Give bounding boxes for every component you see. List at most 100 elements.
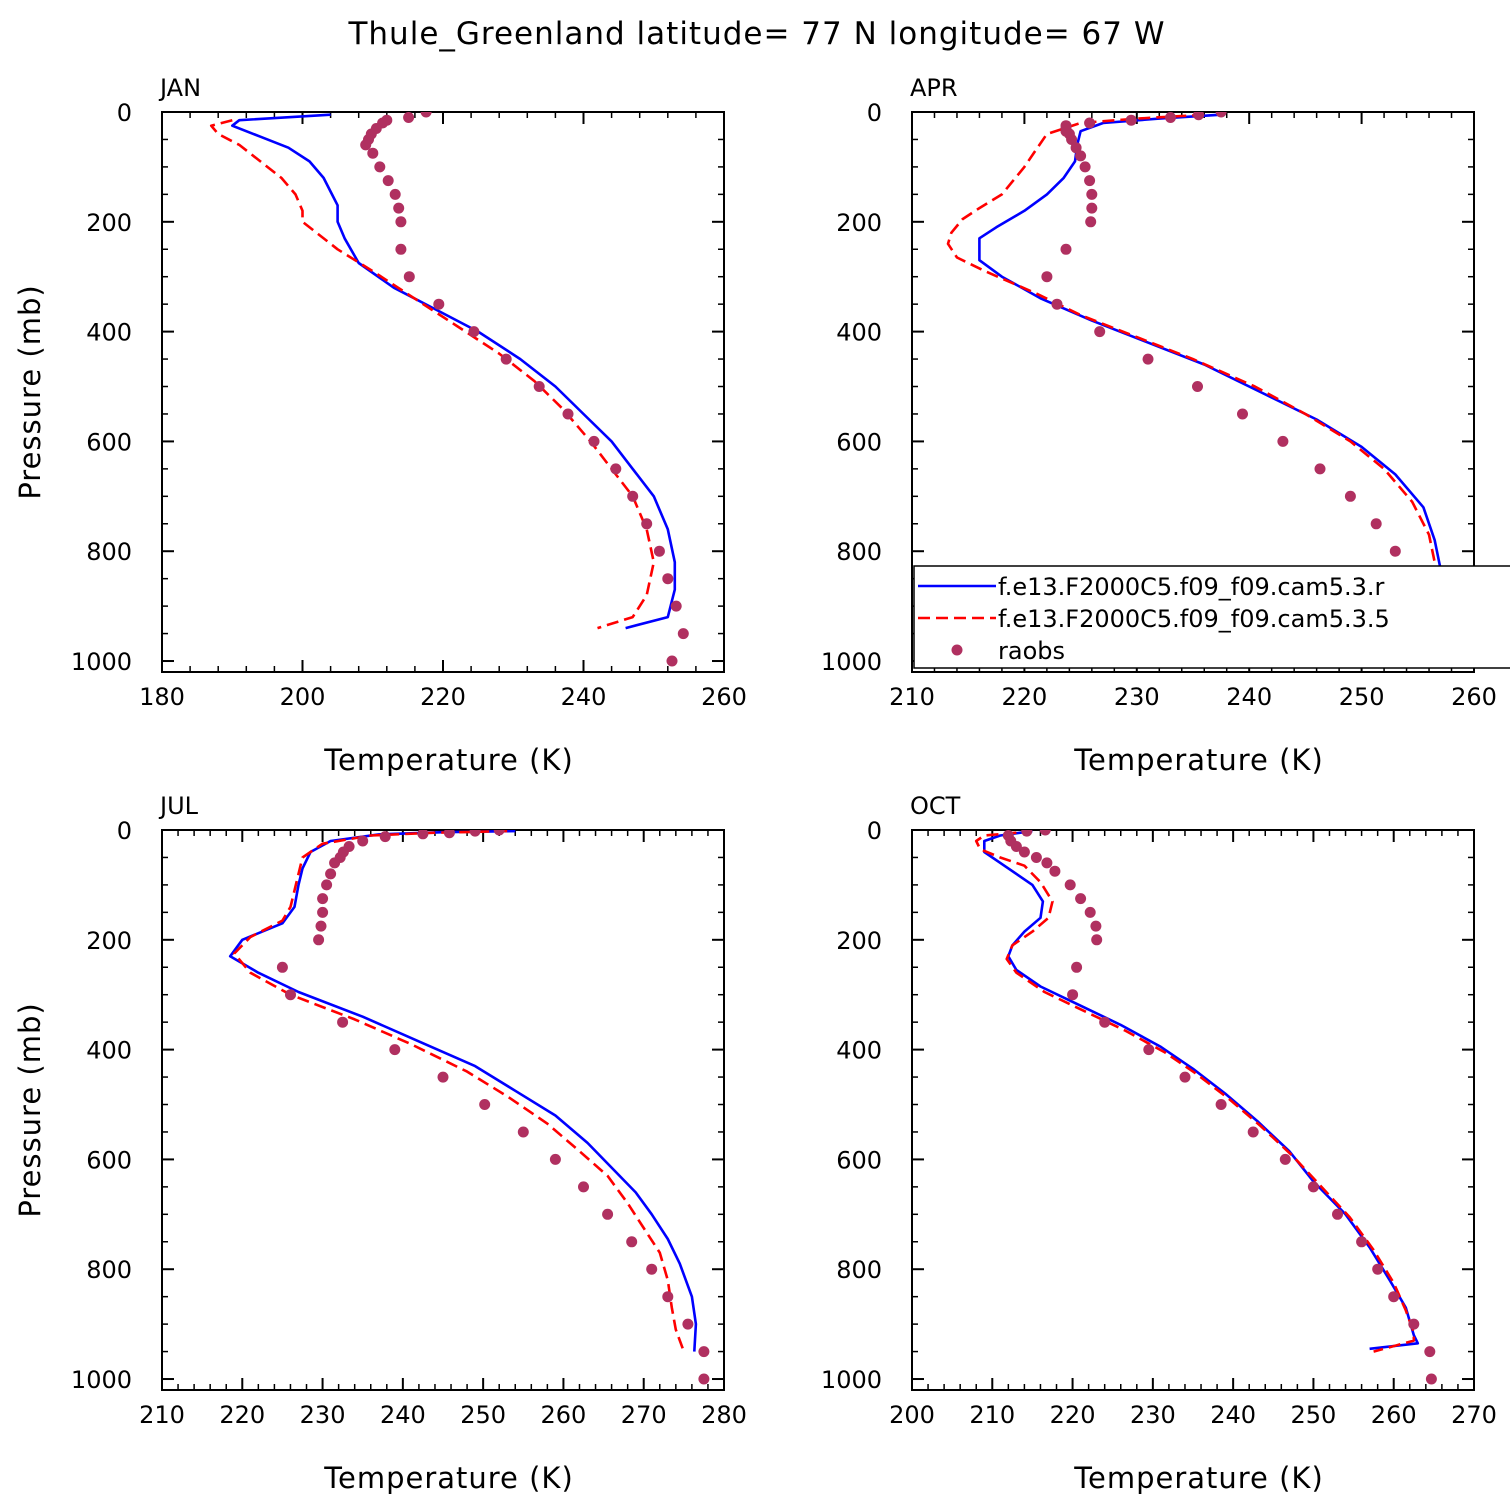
- raobs-point: [437, 1071, 449, 1083]
- series-line-model-b: [974, 831, 1416, 1353]
- raobs-point: [1030, 852, 1042, 863]
- x-tick-label: 200: [280, 683, 326, 711]
- x-tick-label: 230: [300, 1401, 346, 1429]
- raobs-point: [337, 1016, 349, 1028]
- legend-box: [913, 565, 1510, 669]
- y-tick-label: 1000: [71, 1366, 132, 1394]
- y-axis-label: Pressure (mb): [13, 284, 47, 499]
- y-tick-label: 800: [836, 1256, 882, 1284]
- raobs-point: [276, 961, 288, 973]
- raobs-point: [1018, 846, 1030, 858]
- raobs-point: [382, 175, 394, 187]
- series-line-model-b: [233, 830, 686, 1353]
- raobs-point: [420, 112, 432, 118]
- raobs-point: [1075, 893, 1087, 905]
- raobs-point: [443, 830, 455, 839]
- x-tick-label: 250: [1339, 683, 1385, 711]
- y-tick-label: 1000: [71, 648, 132, 676]
- raobs-point: [1075, 150, 1087, 162]
- raobs-point: [662, 1291, 674, 1303]
- y-tick-label: 800: [86, 538, 132, 566]
- plot-area: [228, 830, 710, 1385]
- raobs-point: [1064, 879, 1076, 891]
- plot-area: [946, 112, 1446, 667]
- x-axis-label: Temperature (K): [323, 743, 574, 777]
- raobs-point: [517, 1126, 529, 1138]
- raobs-point: [698, 1373, 710, 1385]
- raobs-point: [1071, 961, 1083, 973]
- panel-apr: APR 210 220 230 240 250 260 0 200 400 600 800 1000 Te…: [821, 74, 1497, 777]
- plot-frame: [911, 111, 1475, 673]
- x-tick-label: 220: [219, 1401, 265, 1429]
- raobs-point: [1084, 175, 1096, 187]
- raobs-point: [646, 1263, 658, 1275]
- raobs-point: [1344, 490, 1356, 502]
- raobs-point: [1425, 1373, 1437, 1385]
- raobs-point: [533, 381, 545, 392]
- x-tick-label: 250: [460, 1401, 506, 1429]
- raobs-point: [1388, 1291, 1400, 1303]
- raobs-point: [1215, 1099, 1227, 1110]
- raobs-point: [468, 326, 480, 338]
- x-tick-label: 280: [701, 1401, 747, 1429]
- raobs-point: [1125, 114, 1137, 126]
- x-tick-label: 240: [561, 683, 607, 711]
- raobs-point: [367, 147, 379, 159]
- y-tick-label: 600: [836, 428, 882, 456]
- raobs-point: [1370, 518, 1382, 530]
- raobs-point: [1279, 1153, 1291, 1165]
- raobs-point: [395, 243, 407, 255]
- y-tick-label: 200: [86, 927, 132, 955]
- x-tick-label: 240: [380, 1401, 426, 1429]
- raobs-point: [1090, 920, 1102, 932]
- raobs-point: [469, 830, 481, 837]
- raobs-point: [562, 408, 574, 420]
- x-tick-label: 260: [1371, 1401, 1417, 1429]
- raobs-point: [317, 906, 329, 918]
- raobs-point: [1408, 1318, 1420, 1330]
- raobs-point: [417, 830, 429, 840]
- x-tick-label: 210: [139, 1401, 185, 1429]
- raobs-point: [393, 202, 405, 214]
- y-tick-label: 600: [86, 1146, 132, 1174]
- panel-jul: JUL 210 220 230 240 250 260 270 280 0 200 400 600 800…: [13, 792, 747, 1495]
- x-tick-label: 180: [139, 683, 185, 711]
- y-tick-label: 0: [117, 99, 132, 127]
- plot-frame: [911, 829, 1475, 1391]
- raobs-point: [626, 1236, 638, 1248]
- panel-title: JAN: [158, 74, 201, 102]
- plot-frame: [161, 829, 725, 1391]
- raobs-point: [627, 490, 639, 502]
- raobs-point: [653, 545, 665, 557]
- series-line-model-a: [231, 113, 677, 630]
- y-tick-label: 200: [86, 209, 132, 237]
- raobs-point: [610, 463, 622, 475]
- raobs-point: [1067, 989, 1079, 1001]
- raobs-point: [360, 139, 372, 151]
- y-tick-label: 0: [867, 817, 882, 845]
- raobs-point: [1086, 188, 1098, 200]
- raobs-point: [315, 920, 327, 932]
- raobs-point: [549, 1153, 561, 1165]
- raobs-point: [403, 271, 415, 283]
- y-tick-label: 400: [86, 1037, 132, 1065]
- series-line-model-a: [978, 113, 1442, 632]
- raobs-point: [1079, 161, 1091, 173]
- x-axis-label: Temperature (K): [1073, 1461, 1324, 1495]
- panel-jan: JAN 180 200 220 240 260 0 200 400 600 800 1000 Tempe…: [13, 74, 747, 777]
- y-tick-label: 1000: [821, 648, 882, 676]
- y-tick-label: 800: [836, 538, 882, 566]
- x-axis-label: Temperature (K): [1073, 743, 1324, 777]
- raobs-point: [588, 435, 600, 447]
- raobs-point: [578, 1181, 589, 1193]
- x-tick-label: 220: [420, 683, 466, 711]
- figure-title: Thule_Greenland latitude= 77 N longitude…: [347, 16, 1165, 52]
- raobs-point: [379, 831, 391, 843]
- raobs-point: [321, 879, 333, 891]
- raobs-point: [1091, 934, 1103, 946]
- raobs-point: [1332, 1208, 1343, 1220]
- x-tick-label: 210: [889, 683, 935, 711]
- raobs-point: [1356, 1236, 1368, 1248]
- legend: f.e13.F2000C5.f09_f09.cam5.3.r f.e13.F200…: [913, 565, 1510, 669]
- raobs-point: [389, 1044, 401, 1056]
